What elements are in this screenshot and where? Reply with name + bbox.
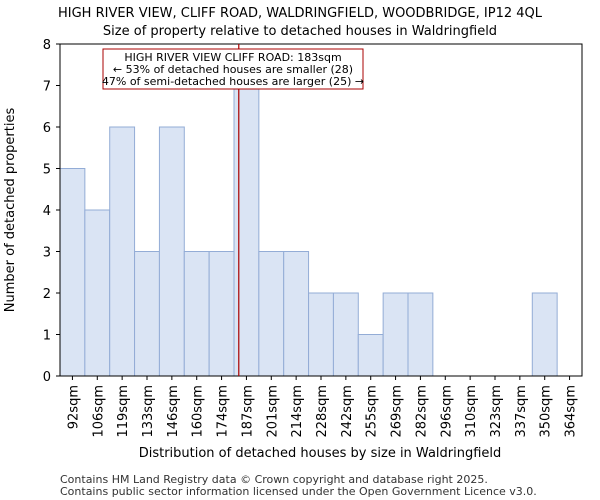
annotation-line-3: 47% of semi-detached houses are larger (… [102,75,364,88]
bar-119sqm [109,126,136,377]
bar-350sqm [531,292,558,377]
annotation-frame [102,48,364,90]
x-tick-label: 364sqm [564,385,579,438]
x-axis-label: Distribution of detached houses by size … [139,446,502,461]
x-tick-label: 201sqm [265,385,280,438]
x-tick-label: 146sqm [166,385,181,438]
x-tick-label: 296sqm [439,385,454,438]
x-tick-label: 282sqm [414,385,429,438]
bar-214sqm [283,251,310,377]
x-tick-label: 269sqm [390,385,405,438]
y-tick-label: 8 [43,38,51,53]
bar-228sqm [308,292,334,377]
annotation-line-1: HIGH RIVER VIEW CLIFF ROAD: 183sqm [124,51,341,64]
y-axis-label: Number of detached properties [3,108,18,313]
x-tick-label: 187sqm [240,385,255,438]
x-tick-label: 350sqm [539,385,554,438]
bar-146sqm [158,126,185,377]
y-tick-label: 2 [43,287,51,302]
bar-92sqm [59,168,86,377]
x-tick-label: 119sqm [116,385,131,438]
y-tick-label: 1 [43,329,51,344]
annotation-line-2: ← 53% of detached houses are smaller (28… [113,63,353,76]
x-tick-label: 133sqm [141,385,156,438]
y-tick-label: 4 [43,204,51,219]
chart-title-line-2: Size of property relative to detached ho… [103,24,497,39]
x-tick-label: 337sqm [514,385,529,438]
x-tick-label: 174sqm [216,385,231,438]
x-tick-label: 242sqm [340,385,355,438]
x-tick-label: 228sqm [315,385,330,438]
x-tick-label: 160sqm [191,385,206,438]
y-tick-label: 0 [43,370,51,385]
bars-group [59,85,558,377]
x-tick-label: 92sqm [66,385,81,429]
x-axis: 92sqm 106sqm 119sqm 133sqm 146sqm 160sqm 174sq… [66,376,579,438]
footer-line-1: Contains HM Land Registry data © Crown c… [60,473,488,486]
bar-282sqm [407,292,434,377]
footer-line-2: Contains public sector information licen… [60,485,537,498]
bar-269sqm [382,292,409,377]
plot-frame [59,43,583,377]
x-tick-label: 255sqm [365,385,380,438]
x-tick-label: 310sqm [464,385,479,438]
bar-187sqm [233,85,260,377]
bar-255sqm [357,334,384,377]
y-tick-label: 5 [43,163,51,178]
chart-title-line-1: HIGH RIVER VIEW, CLIFF ROAD, WALDRINGFIE… [58,6,543,21]
bar-201sqm [258,251,285,377]
x-tick-label: 323sqm [489,385,504,438]
y-axis: 0 1 2 3 4 5 6 7 8 [43,38,60,385]
bar-133sqm [134,251,160,377]
bar-160sqm [183,251,210,377]
y-tick-label: 6 [43,121,51,136]
x-tick-label: 214sqm [290,385,305,438]
x-tick-label: 106sqm [91,385,106,438]
y-tick-label: 3 [43,246,51,261]
annotation-box: HIGH RIVER VIEW CLIFF ROAD: 183sqm ← 53%… [102,48,364,90]
bar-174sqm [208,251,235,377]
y-tick-label: 7 [43,80,51,95]
bar-242sqm [332,292,359,377]
bar-106sqm [84,209,111,377]
